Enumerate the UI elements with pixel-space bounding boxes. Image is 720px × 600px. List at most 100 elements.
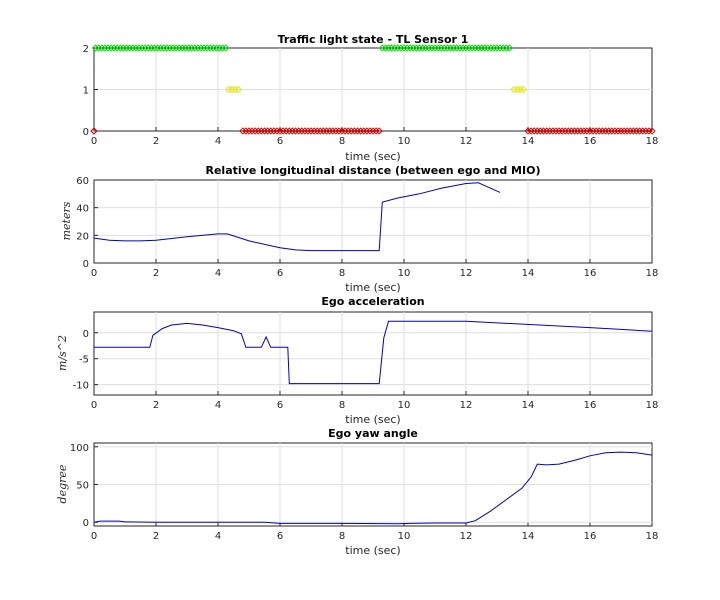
state-marker — [546, 127, 554, 135]
xtick-label: 6 — [277, 136, 283, 147]
state-marker — [122, 44, 131, 52]
state-marker — [496, 44, 504, 52]
state-marker — [254, 127, 262, 135]
state-marker — [378, 44, 386, 52]
state-marker — [387, 44, 396, 52]
ytick-label: 1 — [83, 86, 89, 97]
state-marker — [443, 44, 452, 52]
yticks-ego-yaw-angle: 0 50 100 — [70, 443, 89, 529]
state-marker — [279, 127, 287, 135]
state-marker — [598, 127, 607, 135]
xtick-label: 14 — [522, 531, 535, 542]
state-marker — [273, 127, 281, 135]
state-marker — [468, 44, 476, 52]
state-marker — [403, 44, 411, 52]
xtick-label: 10 — [398, 531, 411, 542]
state-marker — [510, 85, 518, 94]
state-marker — [228, 85, 236, 94]
state-marker — [166, 44, 174, 52]
ytick-label: 2 — [83, 44, 89, 55]
state-marker — [291, 127, 300, 135]
state-marker — [200, 44, 208, 52]
ytick-label: 0 — [83, 329, 89, 340]
state-marker — [298, 127, 306, 135]
y-axis-label: m/s^2 — [56, 335, 69, 371]
xtick-label: 4 — [215, 268, 221, 279]
ytick-label: 50 — [76, 481, 89, 492]
state-marker — [487, 44, 495, 52]
state-marker — [150, 44, 159, 52]
state-marker — [239, 127, 247, 135]
state-marker — [635, 127, 644, 135]
state-marker — [169, 44, 177, 52]
state-marker — [456, 44, 464, 52]
state-marker — [617, 127, 625, 135]
state-marker — [353, 127, 362, 135]
state-marker — [225, 85, 233, 94]
state-marker — [620, 127, 628, 135]
xtick-label: 18 — [646, 531, 659, 542]
state-marker — [608, 127, 616, 135]
grid-relative-distance — [93, 179, 653, 264]
state-marker — [219, 44, 227, 52]
ytick-label: -5 — [79, 355, 89, 366]
state-marker — [418, 44, 427, 52]
state-marker — [446, 44, 455, 52]
state-marker — [341, 127, 349, 135]
ytick-label: 20 — [76, 231, 89, 242]
yticks-ego-acceleration: -10 -5 0 — [73, 329, 89, 392]
state-marker — [639, 127, 647, 135]
state-marker — [242, 127, 250, 135]
state-marker — [453, 44, 461, 52]
xtick-label: 6 — [277, 531, 283, 542]
state-marker — [294, 127, 303, 135]
state-marker — [350, 127, 359, 135]
state-marker — [282, 127, 290, 135]
state-marker — [248, 127, 256, 135]
xtick-label: 16 — [584, 268, 597, 279]
state-marker — [648, 127, 656, 135]
state-marker — [147, 44, 155, 52]
grid-traffic-light — [93, 47, 653, 132]
state-marker — [431, 44, 439, 52]
chart-title: Ego yaw angle — [328, 427, 418, 440]
state-marker — [428, 44, 436, 52]
series-line — [93, 182, 501, 252]
state-marker — [251, 127, 259, 135]
xtick-label: 16 — [584, 400, 597, 411]
state-marker — [267, 127, 275, 135]
state-marker — [110, 44, 118, 52]
state-marker — [542, 127, 551, 135]
state-marker — [555, 127, 563, 135]
state-marker — [642, 127, 650, 135]
xtick-label: 12 — [460, 268, 473, 279]
state-marker — [163, 44, 171, 52]
xticks-ego-yaw-angle: 0 2 4 6 8 10 12 14 16 18 — [91, 531, 659, 542]
state-marker — [222, 44, 230, 52]
xticks-relative-distance: 0 2 4 6 8 10 12 14 16 18 — [91, 268, 659, 279]
state-marker — [310, 127, 318, 135]
x-axis-label: time (sec) — [345, 281, 400, 294]
state-marker — [332, 127, 340, 135]
chart-title: Traffic light state - TL Sensor 1 — [278, 33, 469, 46]
state-marker — [325, 127, 334, 135]
x-axis-label: time (sec) — [345, 544, 400, 557]
state-marker — [91, 44, 100, 52]
xtick-label: 2 — [153, 400, 159, 411]
state-marker — [234, 85, 242, 94]
state-marker — [573, 127, 582, 135]
xtick-label: 4 — [215, 136, 221, 147]
state-marker — [231, 85, 239, 94]
xtick-label: 14 — [522, 136, 535, 147]
state-marker — [558, 127, 566, 135]
state-marker — [288, 127, 297, 135]
state-marker — [406, 44, 414, 52]
yticks-relative-distance: 0 20 40 60 — [76, 176, 89, 270]
state-marker — [499, 44, 507, 52]
state-marker — [276, 127, 284, 135]
ytick-label: 40 — [76, 204, 89, 215]
xtick-label: 0 — [91, 400, 97, 411]
state-marker — [206, 44, 214, 52]
state-marker — [400, 44, 408, 52]
xtick-label: 4 — [215, 531, 221, 542]
